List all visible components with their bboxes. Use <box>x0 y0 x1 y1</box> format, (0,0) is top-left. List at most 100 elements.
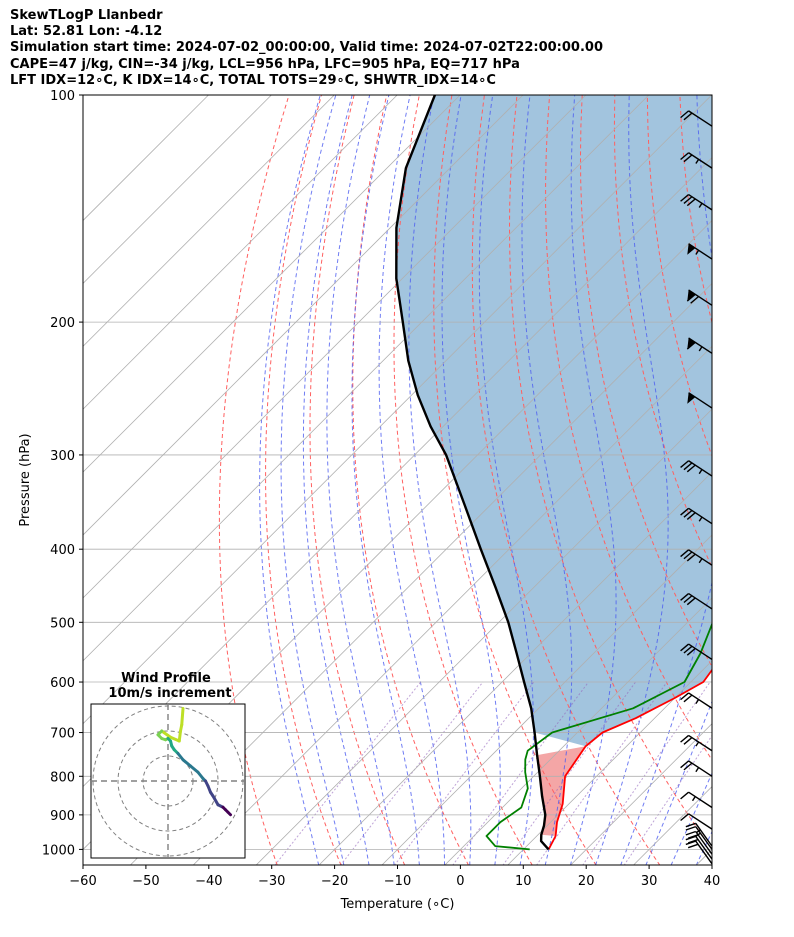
wind-barb-half <box>695 741 700 747</box>
moist-adiabat <box>521 95 573 865</box>
wind-barb-half <box>695 829 701 834</box>
mixing-ratio-line <box>623 734 712 865</box>
wind-barb-staff <box>688 692 713 709</box>
mixing-ratio-line <box>274 681 422 865</box>
cin-area <box>537 746 586 836</box>
isotherm-gridline <box>83 95 524 536</box>
wind-barb-flag <box>680 643 690 652</box>
grid-layer <box>83 95 794 865</box>
wind-barb-staff <box>688 460 713 477</box>
moist-adiabat <box>351 95 420 865</box>
moist-adiabat <box>620 95 712 865</box>
wind-barb-flag <box>686 341 696 350</box>
wind-barb-staff <box>688 760 713 777</box>
wind-barb-flag <box>680 507 690 516</box>
wind-barb-flag <box>683 196 693 204</box>
dry-adiabat <box>778 95 794 865</box>
time-line: Simulation start time: 2024-07-02_00:00:… <box>10 40 603 56</box>
isotherm-gridline <box>129 282 712 865</box>
dry-adiabat <box>508 95 712 851</box>
wind-barb-staff <box>688 791 713 809</box>
dry-adiabat <box>545 95 712 762</box>
y-tick-label: 400 <box>50 543 75 558</box>
hodograph-segment <box>181 758 192 768</box>
wind-barb-flag <box>685 825 696 831</box>
y-tick-label: 100 <box>50 89 75 104</box>
isotherm-gridline <box>759 95 794 865</box>
isotherm-gridline <box>444 597 712 865</box>
wind-barb-flag <box>680 549 690 558</box>
x-tick-label: −40 <box>195 874 222 889</box>
isotherm-gridline <box>83 95 712 725</box>
isotherm-gridline <box>318 471 712 865</box>
cape-line: CAPE=47 j/kg, CIN=-34 j/kg, LCL=956 hPa,… <box>10 56 520 72</box>
mixing-ratio-line <box>394 681 535 865</box>
wind-barb-flag <box>680 194 690 202</box>
x-tick-label: −10 <box>384 874 411 889</box>
isotherm-gridline <box>570 723 712 865</box>
dry-adiabat <box>265 95 342 865</box>
inset-subtitle: 10m/s increment <box>108 686 231 701</box>
temperature-line <box>547 668 712 850</box>
wind-barb-staff <box>688 193 713 211</box>
wind-barb-half <box>698 558 703 564</box>
moist-adiabat <box>441 95 501 865</box>
wind-barb-flag <box>690 295 700 304</box>
isotherm-gridline <box>83 95 650 662</box>
parcel-line <box>395 95 550 851</box>
moist-adiabat <box>280 95 345 865</box>
wind-barb-half <box>698 202 703 208</box>
mixing-ratio-line <box>582 681 711 865</box>
index-line: LFT IDX=12∘C, K IDX=14∘C, TOTAL TOTS=29∘… <box>10 72 496 88</box>
wind-barb-half <box>695 158 700 164</box>
wind-barb-flag <box>680 791 690 800</box>
isotherm-gridline <box>192 345 712 865</box>
dewpoint-line <box>485 621 712 851</box>
axis-ticks: −60 −50 −40 −30 −20 −10 0 10 20 30 40 100 200 300 400 5… <box>42 89 720 889</box>
wind-barb-flag <box>683 595 693 604</box>
x-tick-label: 30 <box>641 874 658 889</box>
wind-barb-flag <box>683 154 693 163</box>
wind-barb-flag <box>683 737 693 745</box>
wind-barb-flag <box>683 645 693 654</box>
moist-adiabat <box>326 95 395 865</box>
isotherm-gridline <box>83 95 398 410</box>
dry-adiabat <box>713 95 794 865</box>
y-tick-label: 1000 <box>42 843 75 858</box>
mixing-ratio-line <box>452 681 589 865</box>
moist-adiabat <box>378 95 445 865</box>
wind-barb-flag <box>680 734 690 743</box>
mixing-ratio-line <box>502 681 637 865</box>
y-tick-label: 700 <box>50 727 75 742</box>
x-tick-label: 20 <box>578 874 595 889</box>
wind-barb-staff <box>688 592 713 610</box>
hodograph-segment <box>189 764 200 774</box>
hodograph-segment <box>177 729 182 743</box>
wind-barb-staff <box>688 643 713 661</box>
wind-barb-staff <box>688 110 713 127</box>
wind-barb-flag <box>683 112 693 121</box>
wind-barb-half <box>695 249 700 255</box>
wind-barb-staff <box>688 813 713 830</box>
wind-barb-flag <box>683 462 693 471</box>
wind-barbs-layer <box>680 110 713 865</box>
y-tick-label: 300 <box>50 449 75 464</box>
wind-barb-flag <box>680 813 690 822</box>
wind-barb-flag <box>683 762 693 771</box>
y-tick-label: 800 <box>50 770 75 785</box>
wind-barb-flag <box>686 512 696 520</box>
isotherm-gridline <box>83 95 272 284</box>
profiles-layer <box>395 95 712 851</box>
inset-title: Wind Profile <box>121 671 211 686</box>
moist-adiabat <box>259 95 321 865</box>
wind-barb-staff <box>695 822 713 847</box>
hodograph-inset: Wind Profile 10m/s increment <box>90 671 246 859</box>
wind-barb-flag <box>683 509 693 518</box>
x-tick-label: −20 <box>321 874 348 889</box>
wind-barb-staff <box>695 840 713 865</box>
y-tick-label: 500 <box>50 616 75 631</box>
wind-barb-half <box>695 699 700 705</box>
wind-barb-flag <box>686 553 696 562</box>
chart-title: SkewTLogP Llanbedr <box>10 8 163 23</box>
x-tick-label: 10 <box>515 874 532 889</box>
